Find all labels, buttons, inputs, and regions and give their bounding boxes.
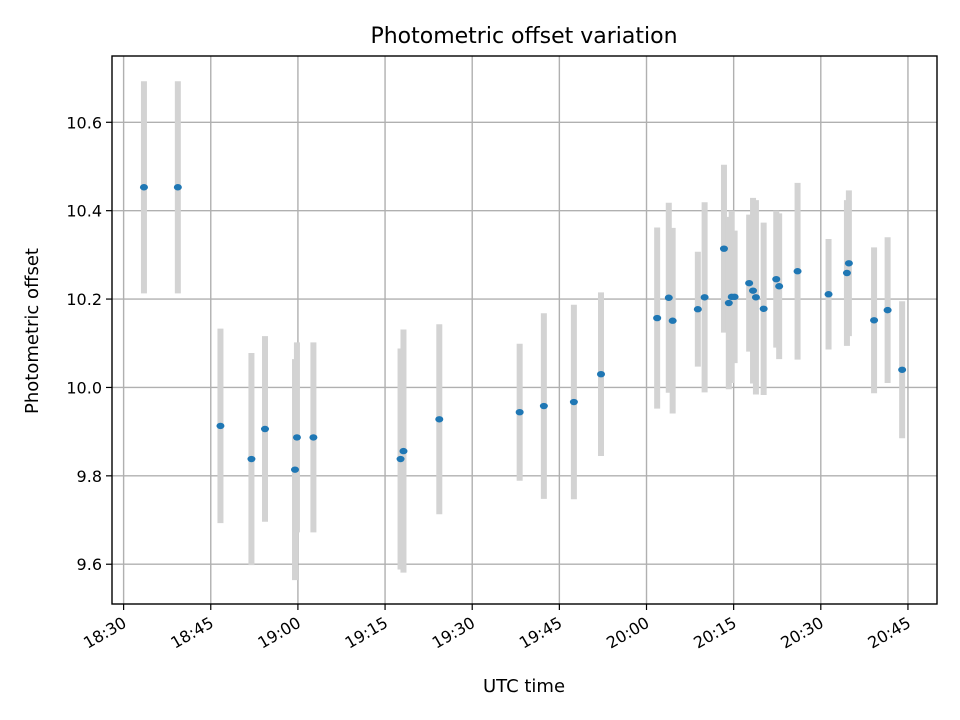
x-tick-label: 18:45 <box>167 613 216 653</box>
data-point <box>824 291 833 298</box>
data-point <box>139 184 148 191</box>
x-axis-label: UTC time <box>483 676 565 697</box>
x-tick-label: 20:00 <box>603 613 652 653</box>
y-tick-label: 9.6 <box>77 555 102 574</box>
data-point <box>749 287 758 294</box>
data-point <box>724 299 733 307</box>
data-point <box>844 260 853 267</box>
data-point <box>173 184 182 191</box>
error-bars <box>140 81 906 581</box>
data-point <box>399 447 408 455</box>
chart-title: Photometric offset variation <box>370 24 677 49</box>
data-point <box>435 416 444 423</box>
data-point <box>730 293 739 301</box>
x-tick-label: 20:15 <box>690 613 739 653</box>
y-ticks: 9.6 9.8 10.0 10.2 10.4 10.6 <box>66 113 112 574</box>
data-point <box>596 370 605 378</box>
y-tick-label: 10.2 <box>66 290 102 309</box>
data-point <box>569 398 578 406</box>
data-point <box>539 402 548 410</box>
y-tick-label: 9.8 <box>77 467 102 486</box>
data-point <box>842 269 851 277</box>
data-point <box>751 294 760 301</box>
x-tick-label: 19:30 <box>429 613 478 653</box>
data-point <box>309 434 318 441</box>
x-tick-label: 19:45 <box>516 613 565 653</box>
x-ticks: 18:30 18:45 19:00 19:15 19:30 19:45 20:00 20:15… <box>80 604 914 653</box>
data-point <box>772 275 781 283</box>
data-point <box>719 245 728 252</box>
y-tick-label: 10.6 <box>66 113 102 132</box>
x-tick-label: 19:15 <box>342 613 391 653</box>
x-tick-label: 20:45 <box>865 613 914 653</box>
data-point <box>515 409 524 416</box>
data-point <box>664 294 673 301</box>
y-tick-label: 10.4 <box>66 202 102 221</box>
data-point <box>396 455 405 463</box>
data-point <box>668 317 677 324</box>
data-point <box>898 366 907 373</box>
data-point <box>775 283 784 290</box>
y-axis-label: Photometric offset <box>22 248 43 414</box>
x-tick-label: 19:00 <box>254 613 303 653</box>
data-point <box>693 306 702 313</box>
plot-frame <box>111 55 938 605</box>
data-point <box>260 425 269 433</box>
data-points <box>139 184 907 473</box>
data-point <box>291 466 300 473</box>
y-tick-label: 10.0 <box>66 378 102 397</box>
data-point <box>700 294 709 301</box>
x-tick-label: 20:30 <box>777 613 826 653</box>
data-point <box>759 305 768 312</box>
data-point <box>216 422 225 430</box>
data-point <box>292 434 301 441</box>
x-tick-label: 18:30 <box>80 613 129 653</box>
data-point <box>870 317 879 324</box>
data-point <box>247 455 256 463</box>
data-point <box>883 306 892 314</box>
data-point <box>745 279 754 287</box>
grid-lines <box>112 56 937 604</box>
data-point <box>653 314 662 322</box>
data-point <box>793 268 802 275</box>
